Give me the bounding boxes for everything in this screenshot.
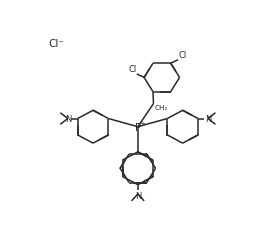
- Text: N: N: [65, 114, 71, 124]
- Text: P: P: [135, 122, 141, 132]
- Text: Cl: Cl: [178, 51, 187, 60]
- Text: N: N: [135, 191, 141, 200]
- Text: Cl⁻: Cl⁻: [48, 38, 64, 48]
- Text: CH₂: CH₂: [155, 105, 168, 111]
- Text: +: +: [139, 121, 145, 127]
- Text: N: N: [205, 114, 211, 124]
- Text: Cl: Cl: [128, 65, 136, 74]
